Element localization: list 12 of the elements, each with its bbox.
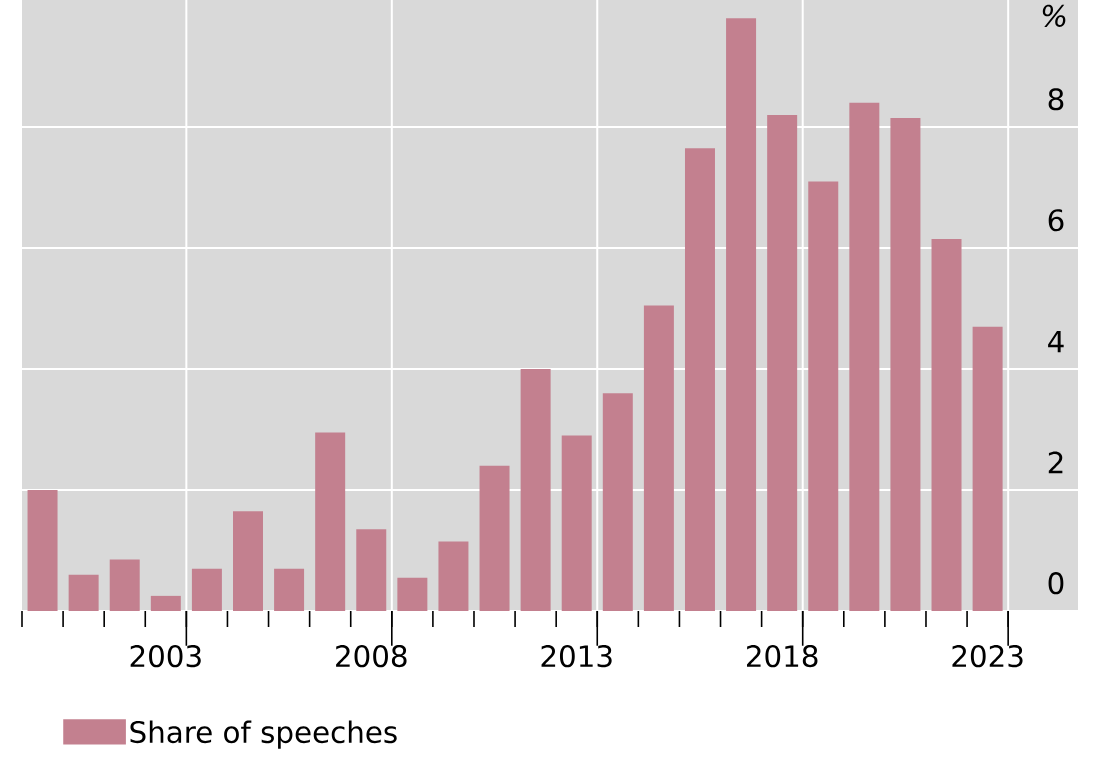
y-tick-label: 8 [1048,88,1064,111]
y-tick-label: 4 [1048,330,1064,353]
x-tick-label: 2013 [541,645,612,668]
x-tick-label: 2023 [952,645,1023,668]
y-tick-label: 0 [1048,572,1064,595]
x-tick-label: 2018 [746,645,818,668]
x-tick-label: 2008 [336,645,407,668]
x-tick-label: 2003 [130,645,201,668]
y-tick-label: 6 [1048,209,1064,232]
y-tick-label: 2 [1048,451,1063,474]
y-axis-title: % [1042,4,1066,27]
legend-label: Share of speeches [130,720,397,749]
